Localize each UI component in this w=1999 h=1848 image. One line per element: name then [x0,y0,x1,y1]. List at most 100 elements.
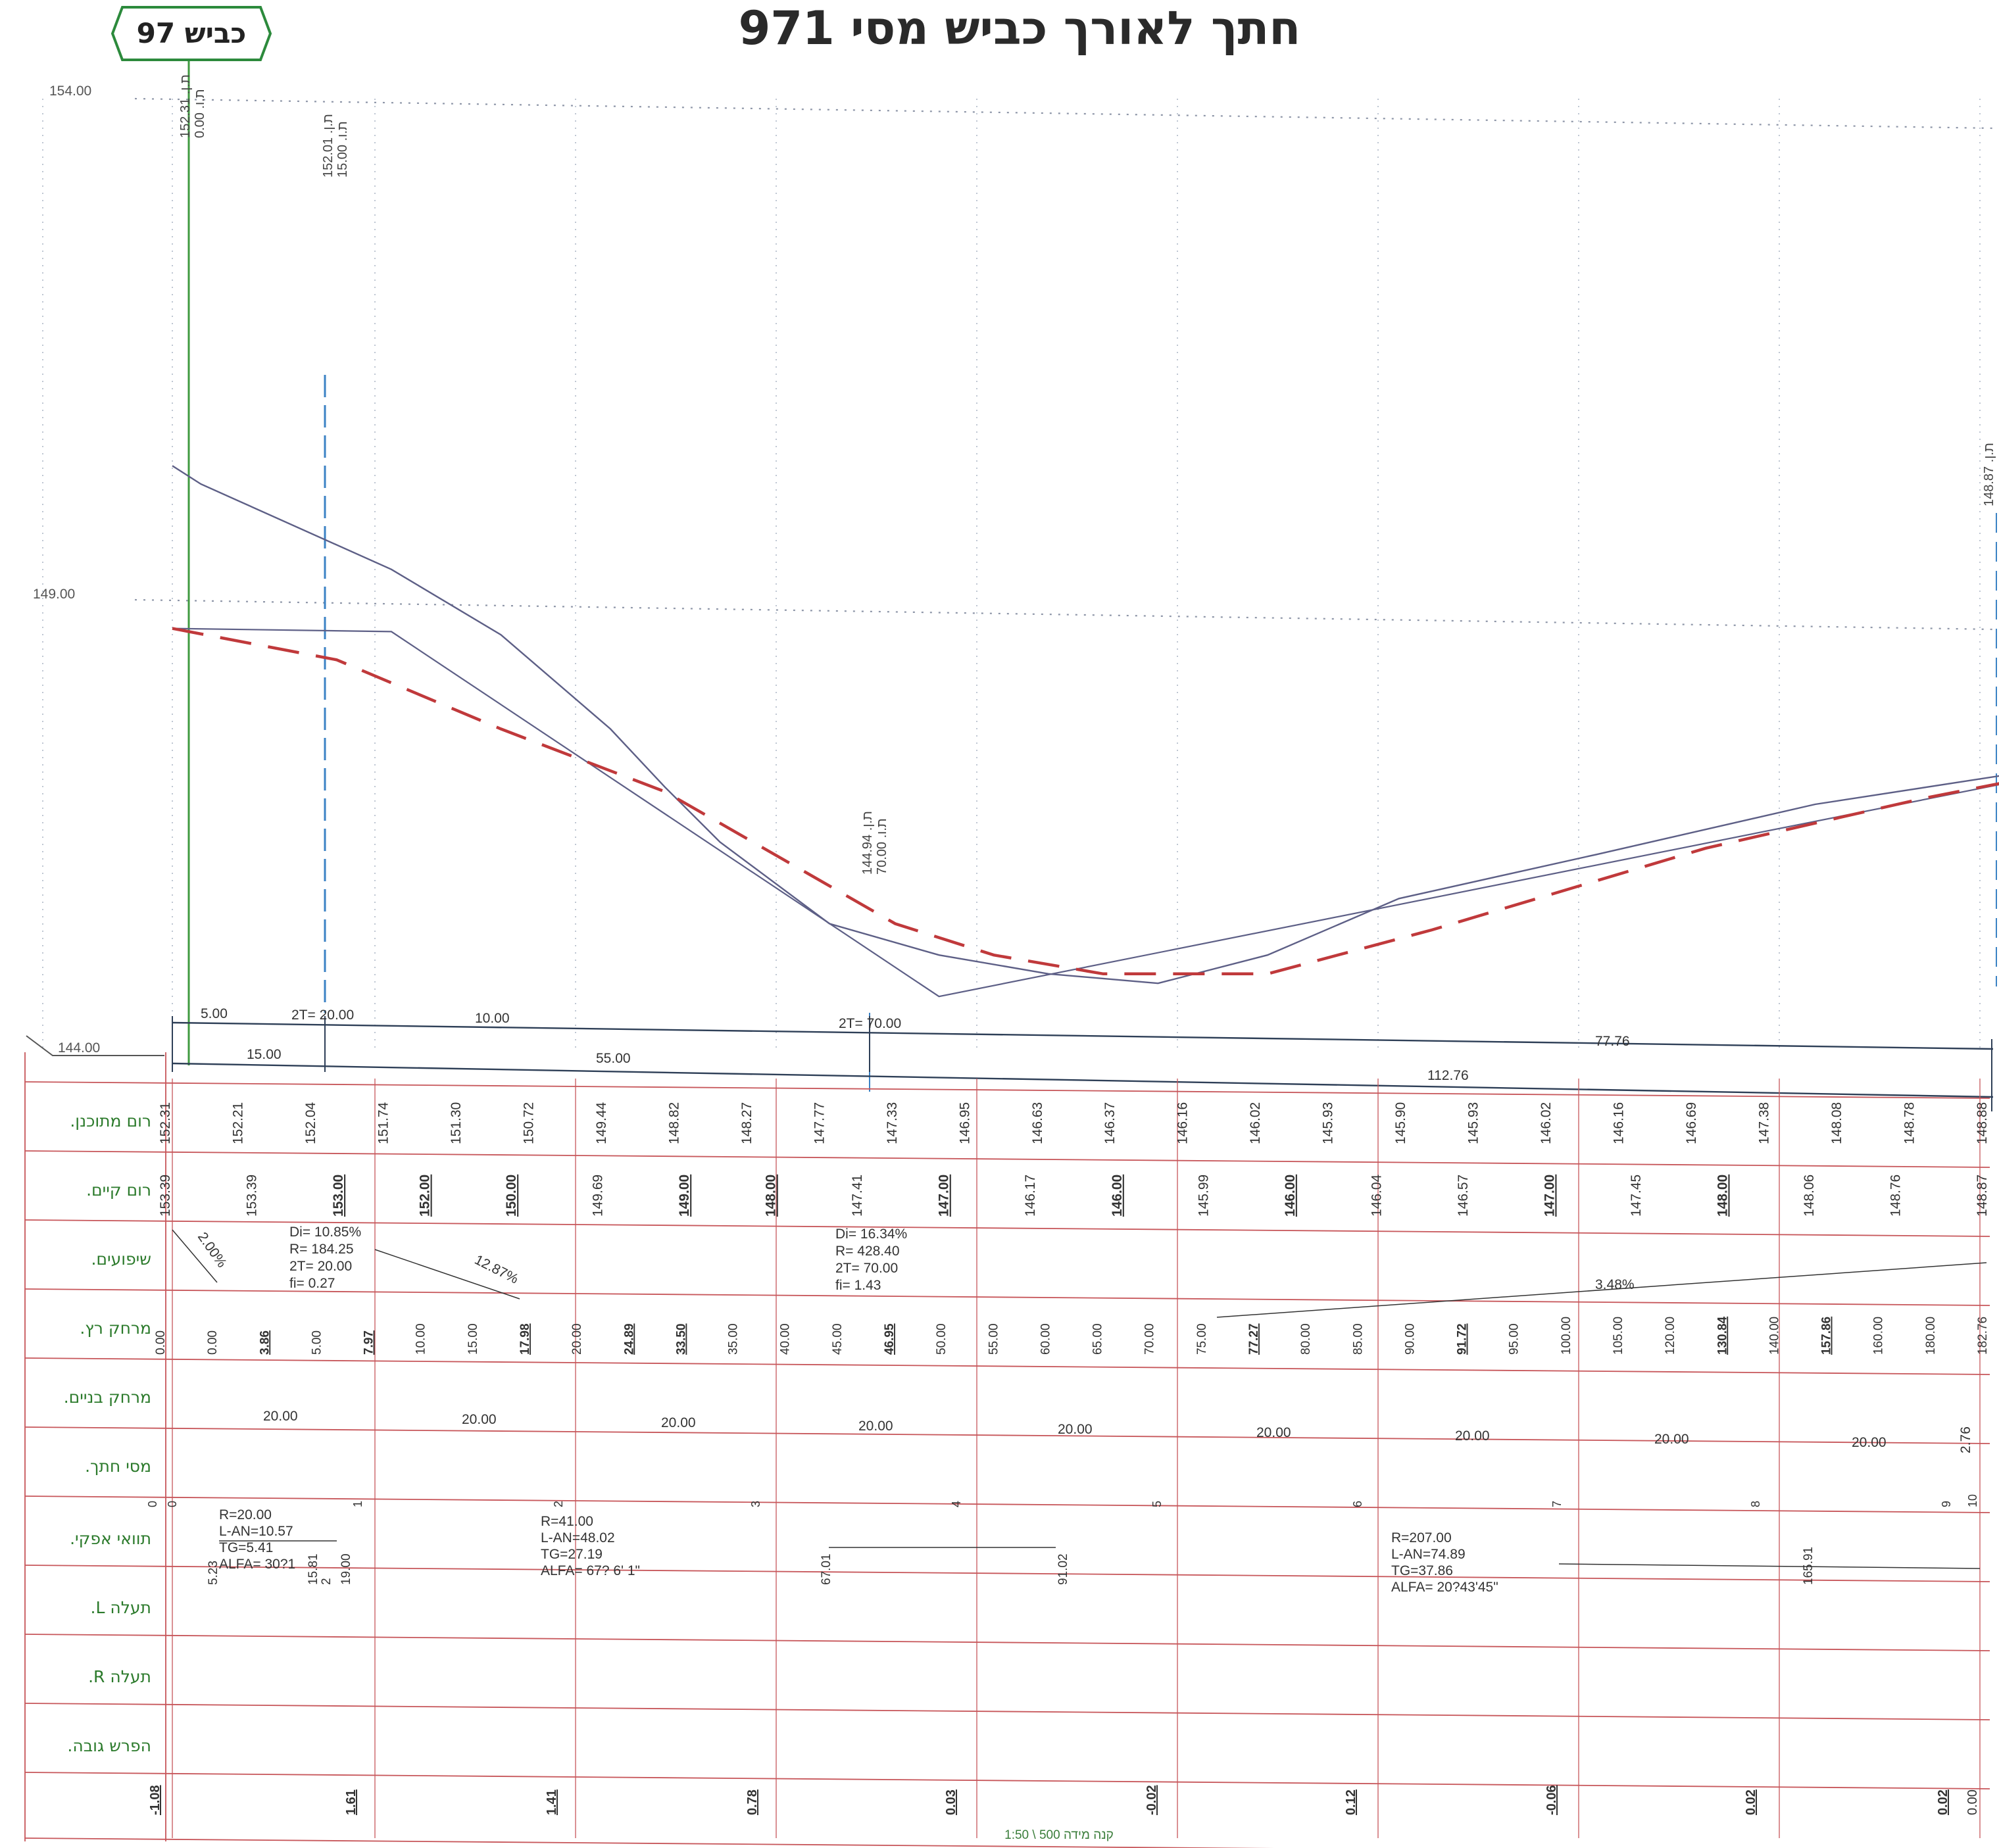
running-distance-cell: 35.00 [727,1323,741,1355]
design-elevation-cell: 151.74 [376,1102,391,1144]
alignment-note-line: TG=37.86 [1391,1563,1453,1578]
slope-note-line: 12.87% [472,1252,521,1287]
slope-note-line: R= 428.40 [835,1244,900,1259]
row-label-existing-elevation: רום קיים. [86,1180,151,1200]
slope-note-line: 2T= 70.00 [835,1261,898,1276]
dimension-label: 55.00 [596,1051,631,1066]
section-number-cell: 7 [1550,1501,1564,1507]
alignment-note-line: ALFA= 67? 6' 1" [541,1563,640,1578]
design-elevation-cell: 146.02 [1248,1102,1263,1144]
existing-elevation-cell: 146.57 [1456,1175,1471,1217]
design-elevation-cell: 148.27 [739,1102,754,1144]
design-profile-line [172,627,1999,976]
partial-distance-cell: 20.00 [1256,1425,1291,1440]
alignment-station-cell: 91.02 [1056,1553,1070,1585]
row-label-ditch-right: תעלה R. [88,1667,151,1686]
running-distance-cell: 105.00 [1612,1317,1625,1355]
existing-elevation-cell: 149.69 [591,1175,606,1217]
alignment-note-line: R=207.00 [1391,1530,1452,1545]
running-distance-cell: 0.00 [206,1330,220,1355]
height-difference-cell: 1.61 [344,1789,358,1815]
running-distance-cell: 50.00 [935,1323,949,1355]
section-number-cell: 9 [1940,1501,1953,1507]
existing-elevation-cell: 147.00 [1542,1175,1557,1217]
running-distance-cell: 60.00 [1039,1323,1052,1355]
partial-distance-cell: 20.00 [1852,1435,1887,1450]
partial-distance-cell: 2.76 [1958,1426,1973,1453]
alignment-station-cell: 165.91 [1802,1547,1815,1585]
table-row-line-3 [24,1288,1990,1306]
design-elevation-cell: 146.37 [1102,1102,1118,1144]
slope-note-line: 2T= 20.00 [289,1259,352,1274]
grid-horizontal-0 [134,97,1994,130]
table-row-line-4 [24,1357,1990,1375]
design-elevation-cell: 146.69 [1684,1102,1699,1144]
design-elevation-cell: 146.16 [1175,1102,1191,1144]
elevation-label-0: 154.00 [49,84,91,99]
grid-horizontal-1 [134,598,1994,631]
running-distance-cell: 45.00 [831,1323,845,1355]
existing-elevation-cell: 150.00 [504,1175,519,1217]
existing-elevation-cell: 148.00 [1715,1175,1730,1217]
row-label-partial-distance: מרחק בניים. [63,1388,151,1407]
elevation-label-2: 144.00 [58,1040,100,1056]
alignment-note-line: L-AN=10.57 [219,1524,293,1539]
height-difference-cell: -1.08 [148,1785,162,1815]
design-elevation-cell: 151.30 [449,1102,464,1144]
slope-note-line: Di= 10.85% [289,1225,361,1240]
alignment-note-line: ALFA= 20?43'45" [1391,1580,1498,1595]
existing-elevation-cell: 148.87 [1975,1175,1990,1217]
slope-note-line: fi= 0.27 [289,1276,335,1291]
design-elevation-cell: 152.31 [158,1102,173,1144]
alignment-note-line: TG=27.19 [541,1547,603,1562]
existing-elevation-cell: 148.00 [764,1175,779,1217]
alignment-note-line: R=41.00 [541,1514,593,1529]
road-sign-icon [111,6,272,61]
existing-elevation-cell: 146.00 [1110,1175,1125,1217]
height-difference-cell: 0.12 [1344,1789,1358,1815]
section-number-cell: 8 [1749,1501,1762,1507]
running-distance-cell: 180.00 [1924,1317,1938,1355]
table-values: 152.31 152.21 152.04 151.74 151.30 150.72 149.… [146,1102,1990,1815]
alignment-note-line: L-AN=48.02 [541,1530,615,1545]
existing-elevation-cell: 153.39 [245,1175,260,1217]
existing-elevation-cell: 149.00 [677,1175,692,1217]
design-elevation-cell: 148.08 [1829,1102,1844,1144]
existing-elevation-cell: 153.00 [331,1175,346,1217]
design-elevation-cell: 152.21 [230,1102,245,1144]
existing-elevation-cell: 146.17 [1023,1175,1038,1217]
running-distance-cell: 24.89 [622,1323,636,1355]
existing-elevation-cell: 147.41 [850,1175,865,1217]
section-number-cell: 1 [351,1501,364,1507]
station-axis [187,61,1997,1092]
existing-ground-line [172,465,1999,985]
vertex-callout-line: 148.87 .ת.ן [1982,443,1996,506]
section-number-cell: 2 [552,1501,565,1507]
table-row-line-10 [24,1772,1990,1789]
design-elevation-cell: 148.88 [1975,1102,1990,1144]
section-number-cell: 6 [1351,1501,1364,1507]
dimension-label: 15.00 [247,1047,282,1062]
dimension-line-lower [172,1062,1994,1098]
partial-distance-cell: 20.00 [858,1419,893,1434]
table-row-line-7 [24,1565,1990,1582]
existing-elevation-cell: 153.39 [158,1175,173,1217]
running-distance-cell: 0.00 [154,1330,168,1355]
alignment-station-cell: 2 [320,1578,333,1585]
table-row-line-1 [24,1150,1990,1168]
running-distance-cell: 91.72 [1456,1323,1469,1355]
alignment-note-line: R=20.00 [219,1507,272,1522]
table-row-line-0 [24,1081,1990,1099]
table-row-line-8 [24,1634,1990,1651]
design-elevation-cell: 152.04 [303,1102,318,1144]
design-elevation-cell: 146.16 [1612,1102,1627,1144]
running-distance-cell: 140.00 [1767,1317,1781,1355]
running-distance-cell: 160.00 [1872,1317,1886,1355]
row-label-height-difference: הפרש גובה. [67,1736,151,1755]
running-distance-cell: 7.97 [362,1330,376,1355]
running-distance-cell: 182.76 [1976,1317,1990,1355]
height-difference-cell: 0.02 [1744,1789,1758,1815]
slope-note-line: 3.48% [1595,1277,1635,1292]
table-row-line-5 [24,1426,1990,1444]
